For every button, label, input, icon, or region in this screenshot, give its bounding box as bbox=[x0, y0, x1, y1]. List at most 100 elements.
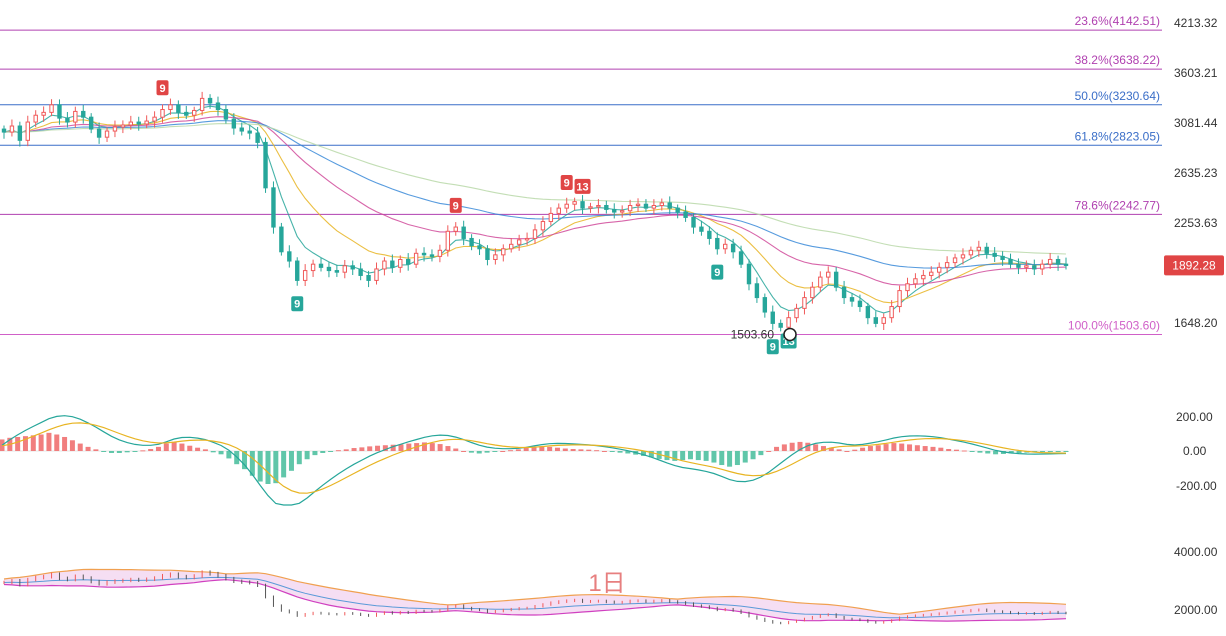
candle-body bbox=[366, 274, 371, 281]
candle-body bbox=[802, 297, 807, 309]
candle-body bbox=[65, 117, 70, 123]
candle-body bbox=[675, 207, 680, 213]
macd-bar bbox=[570, 449, 576, 451]
macd-bar bbox=[218, 451, 224, 455]
macd-bar bbox=[69, 440, 75, 451]
fib-label: 100.0%(1503.60) bbox=[1068, 318, 1160, 332]
macd-bar bbox=[586, 449, 592, 451]
candle-body bbox=[604, 205, 609, 210]
macd-bar bbox=[437, 444, 443, 451]
macd-bar bbox=[46, 432, 52, 451]
macd-bar bbox=[852, 449, 858, 451]
macd-bar bbox=[421, 442, 427, 451]
candle-body bbox=[659, 202, 665, 207]
macd-bar bbox=[578, 449, 584, 451]
macd-bar bbox=[155, 446, 161, 451]
macd-bar bbox=[148, 449, 154, 451]
macd-bar bbox=[320, 451, 326, 453]
td-marker-text: 9 bbox=[770, 342, 776, 354]
macd-bar bbox=[625, 451, 631, 454]
macd-bar bbox=[140, 450, 146, 452]
macd-bar bbox=[15, 436, 21, 451]
macd-bar bbox=[124, 451, 130, 453]
candle-body bbox=[112, 126, 118, 132]
macd-bar bbox=[22, 436, 28, 451]
candle-body bbox=[667, 202, 672, 209]
macd-bar bbox=[867, 446, 873, 451]
macd-panel: 200.00 0.00 -200.00 bbox=[0, 410, 1217, 506]
macd-bar bbox=[836, 449, 842, 451]
candle-body bbox=[302, 270, 308, 281]
td-marker-text: 9 bbox=[159, 83, 165, 95]
fib-label: 61.8%(2823.05) bbox=[1075, 129, 1160, 143]
candle-body bbox=[295, 260, 300, 281]
candle-body bbox=[944, 262, 950, 268]
macd-bar bbox=[375, 445, 381, 451]
indicator-lower-line bbox=[3, 579, 1067, 622]
macd-bar bbox=[828, 447, 834, 451]
candle-body bbox=[881, 317, 886, 324]
macd-bar bbox=[781, 444, 787, 451]
td-marker-badge bbox=[560, 174, 573, 190]
macd-bar bbox=[734, 451, 740, 466]
macd-bar bbox=[1016, 451, 1022, 453]
candle-body bbox=[318, 263, 324, 268]
candle-body bbox=[509, 243, 514, 250]
macd-bar bbox=[554, 447, 560, 451]
macd-bar bbox=[703, 451, 709, 461]
macd-bar bbox=[343, 449, 349, 451]
candle-body bbox=[929, 271, 934, 276]
macd-bar bbox=[445, 446, 451, 451]
candle-body bbox=[445, 230, 451, 251]
candle-body bbox=[310, 263, 316, 272]
ma-45-line bbox=[3, 120, 1066, 269]
candle-body bbox=[730, 243, 736, 253]
macd-bar bbox=[1040, 451, 1046, 452]
macd-bar bbox=[813, 444, 819, 451]
macd-bar bbox=[860, 447, 866, 451]
fib-label: 50.0%(3230.64) bbox=[1075, 89, 1160, 103]
macd-bar bbox=[281, 451, 287, 478]
indicator-candles bbox=[3, 570, 1067, 625]
macd-bar bbox=[930, 446, 936, 451]
td-marker-text: 9 bbox=[714, 267, 720, 279]
candle-body bbox=[57, 104, 62, 119]
candle-body bbox=[532, 229, 538, 239]
macd-bar bbox=[883, 444, 889, 451]
candle-body bbox=[477, 245, 482, 250]
candle-body bbox=[429, 254, 435, 257]
candle-body bbox=[976, 246, 982, 251]
candle-body bbox=[524, 237, 530, 241]
candle-body bbox=[651, 205, 657, 209]
macd-bar bbox=[953, 449, 959, 451]
macd-bar bbox=[789, 442, 795, 451]
candle-body bbox=[1032, 265, 1037, 270]
macd-bar bbox=[719, 451, 725, 466]
candle-body bbox=[192, 109, 197, 116]
candle-body bbox=[556, 207, 561, 214]
candle-body bbox=[73, 110, 78, 123]
current-price-value: 1892.28 bbox=[1172, 258, 1216, 272]
macd-bar bbox=[492, 451, 498, 452]
candle-body bbox=[453, 226, 458, 232]
candle-body bbox=[1063, 263, 1069, 266]
macd-tick-label: -200.00 bbox=[1176, 479, 1217, 493]
macd-bar bbox=[265, 451, 271, 484]
macd-bar bbox=[429, 443, 435, 451]
current-price-tag-bg bbox=[1164, 255, 1224, 276]
td-marker-badge bbox=[156, 80, 169, 96]
candle-body bbox=[913, 278, 918, 285]
indicator-tick-label: 2000.00 bbox=[1174, 603, 1218, 617]
td-marker-text: 9 bbox=[294, 299, 300, 311]
candle-body bbox=[437, 249, 443, 257]
macd-bar bbox=[54, 434, 60, 451]
macd-bar bbox=[249, 451, 255, 476]
candle-body bbox=[168, 104, 173, 111]
macd-bar bbox=[922, 446, 928, 451]
td-marker-badge bbox=[574, 178, 591, 194]
macd-bar bbox=[382, 445, 388, 451]
candle-body bbox=[49, 104, 54, 113]
candle-body bbox=[128, 121, 134, 126]
candle-body bbox=[493, 254, 498, 260]
